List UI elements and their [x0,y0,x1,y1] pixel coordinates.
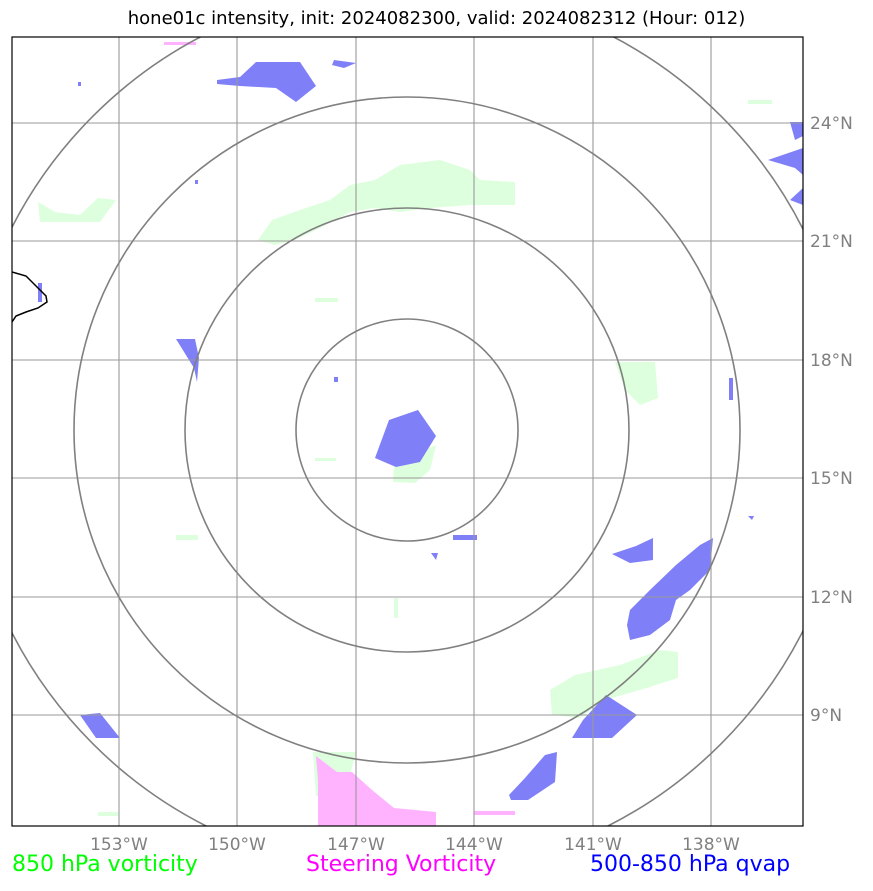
lat-label-18n: 18°N [810,351,853,371]
lon-label-141w: 141°W [564,835,622,855]
range-rings [12,37,803,826]
steering-vorticity-field [164,42,515,826]
lat-label-12n: 12°N [810,588,853,608]
map-title: hone01c intensity, init: 2024082300, val… [127,8,746,29]
lat-label-24n: 24°N [810,114,853,134]
lon-label-153w: 153°W [90,835,148,855]
lon-label-147w: 147°W [327,835,385,855]
legend-qvap: 500-850 hPa qvap [590,852,791,877]
plot-frame [11,36,804,827]
range-ring-2 [184,207,630,653]
lon-label-150w: 150°W [208,835,266,855]
legend-steering-vorticity: Steering Vorticity [306,852,497,877]
lat-label-21n: 21°N [810,232,853,252]
plot-area [12,37,803,826]
gridlines [12,37,803,826]
lat-label-15n: 15°N [810,469,853,489]
range-ring-1 [295,318,519,542]
qvap-field [38,60,803,800]
lat-label-9n: 9°N [810,706,842,726]
lon-label-138w: 138°W [682,835,740,855]
legend-850-vorticity: 850 hPa vorticity [12,852,198,877]
lon-label-144w: 144°W [445,835,503,855]
coastline [12,271,48,323]
latitude-labels: 24°N 21°N 18°N 15°N 12°N 9°N [810,114,853,726]
longitude-labels: 153°W 150°W 147°W 144°W 141°W 138°W [90,835,740,855]
range-ring-3 [73,96,741,764]
